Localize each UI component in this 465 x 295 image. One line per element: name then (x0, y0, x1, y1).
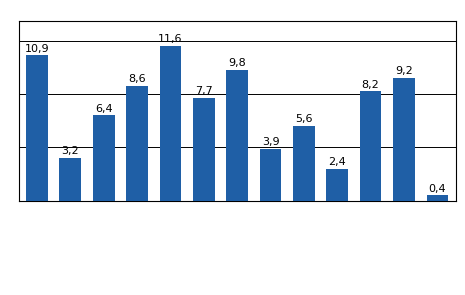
Text: 5,6: 5,6 (295, 114, 312, 124)
Text: 0,4: 0,4 (429, 184, 446, 194)
Text: 9,8: 9,8 (228, 58, 246, 68)
Text: 6,4: 6,4 (95, 104, 113, 114)
Text: 2,4: 2,4 (328, 157, 346, 167)
Text: 9,2: 9,2 (395, 66, 413, 76)
Bar (159, 46, 181, 201)
Bar (360, 91, 381, 201)
Bar (93, 115, 114, 201)
Text: 3,2: 3,2 (61, 146, 79, 156)
Bar (293, 126, 315, 201)
Text: 10,9: 10,9 (25, 44, 49, 54)
Bar (193, 98, 215, 201)
Bar (393, 78, 415, 201)
Bar (226, 70, 248, 201)
Bar (26, 55, 48, 201)
Bar (126, 86, 148, 201)
Text: 3,9: 3,9 (262, 137, 279, 147)
Bar (60, 158, 81, 201)
Text: 8,2: 8,2 (362, 80, 379, 90)
Bar (326, 169, 348, 201)
Bar (259, 149, 281, 201)
Text: 7,7: 7,7 (195, 86, 213, 96)
Text: 8,6: 8,6 (128, 74, 146, 84)
Bar (426, 195, 448, 201)
Text: 11,6: 11,6 (158, 35, 183, 44)
